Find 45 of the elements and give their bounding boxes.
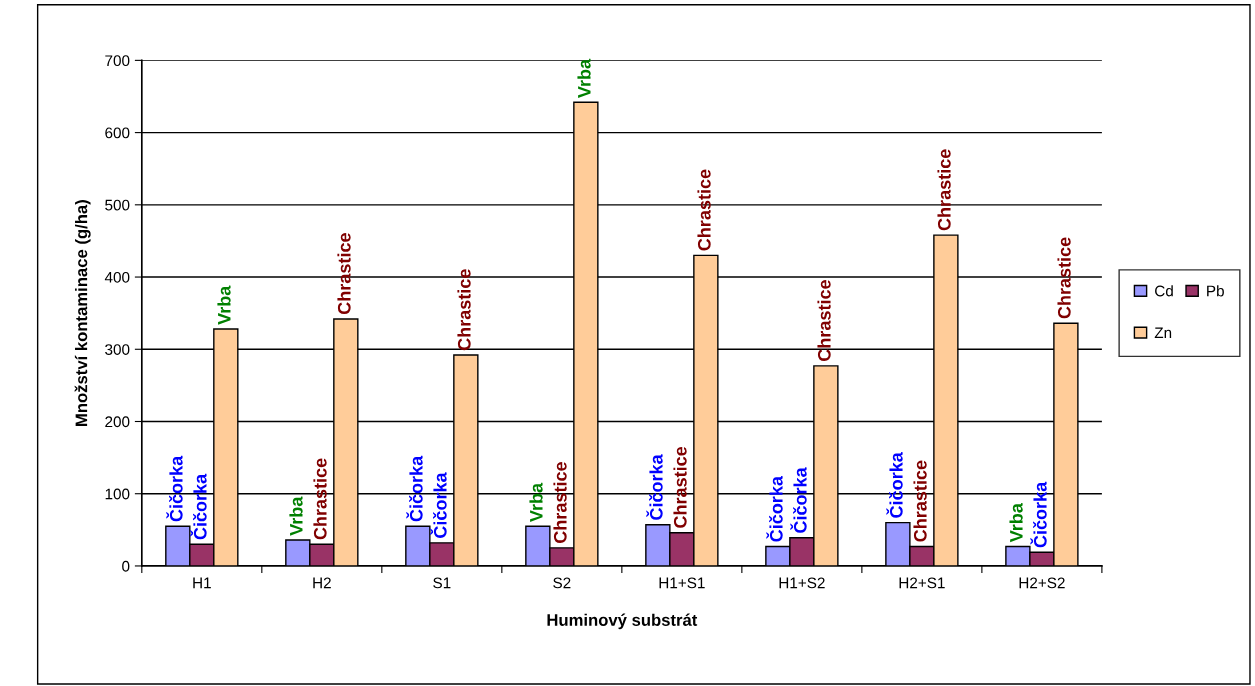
y-tick-label: 0 (122, 560, 130, 572)
legend-label: Cd (1155, 285, 1173, 297)
data-label: Čičorka (1030, 481, 1047, 548)
x-axis-title: Huminový substrát (547, 613, 698, 630)
data-label: Vrba (529, 482, 543, 522)
data-label: Chrastice (313, 458, 327, 540)
data-label: Chrastice (673, 446, 687, 528)
y-tick-label: 600 (105, 127, 130, 139)
data-label: Chrastice (337, 233, 351, 315)
x-tick-label: H1 (193, 577, 211, 589)
data-label: Chrastice (937, 149, 951, 231)
data-label: Vrba (289, 496, 303, 536)
data-label: Vrba (1009, 503, 1023, 543)
y-tick-label: 500 (105, 199, 130, 211)
legend-label: Zn (1154, 327, 1172, 338)
x-tick-label: H1+S2 (779, 577, 825, 589)
data-label: Chrastice (817, 280, 831, 361)
y-axis-title: Množství kontaminace (g/ha) (74, 200, 91, 426)
y-tick-label: 300 (105, 344, 130, 355)
x-tick-label: S1 (433, 577, 451, 589)
x-tick-label: H1+S1 (659, 577, 705, 589)
y-tick-label: 400 (104, 271, 130, 283)
data-label: Chrastice (553, 462, 567, 543)
data-label: Chrastice (697, 169, 711, 251)
data-label: Čičorka (766, 475, 783, 542)
data-label: Chrastice (457, 269, 471, 351)
data-label: Čičorka (166, 455, 183, 522)
data-label: Vrba (217, 285, 231, 325)
x-tick-label: S2 (553, 577, 571, 589)
data-label: Čičorka (886, 452, 903, 518)
data-label: Čičorka (646, 454, 663, 520)
data-label: Čičorka (190, 473, 207, 540)
y-tick-label: 100 (105, 488, 130, 500)
data-label: Vrba (577, 58, 591, 98)
x-tick-label: H2+S2 (1019, 577, 1065, 589)
data-label: Čičorka (406, 455, 423, 522)
data-label: Čičorka (430, 472, 447, 538)
y-tick-label: 700 (105, 55, 130, 67)
x-tick-label: H2 (313, 577, 331, 589)
data-label: Čičorka (790, 467, 807, 533)
data-label: Chrastice (1057, 237, 1071, 319)
x-tick-label: H2+S1 (899, 577, 945, 589)
data-label: Chrastice (913, 460, 927, 542)
legend-label: Pb (1207, 285, 1224, 297)
y-tick-label: 200 (105, 416, 130, 428)
